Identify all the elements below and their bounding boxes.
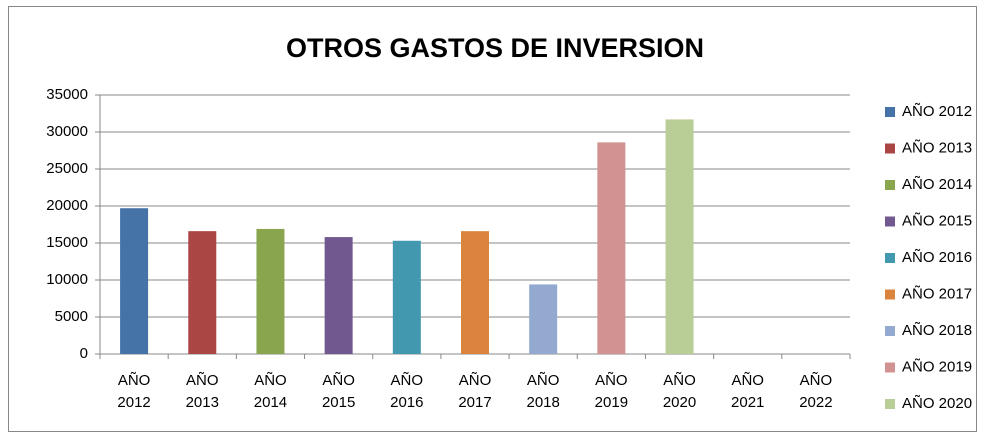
bar xyxy=(324,237,353,354)
bar xyxy=(188,231,217,354)
bar xyxy=(461,231,489,354)
bar xyxy=(256,228,285,354)
x-tick-label: AÑO 2016 xyxy=(390,372,424,411)
x-tick-label: AÑO 2018 xyxy=(526,372,560,411)
legend-label: AÑO 2018 xyxy=(902,322,972,339)
x-tick-label: AÑO 2012 xyxy=(117,372,151,411)
y-tick-label: 15000 xyxy=(46,234,88,251)
legend-swatch xyxy=(885,399,895,409)
y-tick-label: 25000 xyxy=(46,160,88,177)
chart-border xyxy=(8,6,977,432)
chart-title: OTROS GASTOS DE INVERSION xyxy=(286,33,704,63)
legend-swatch xyxy=(885,289,895,300)
y-tick-label: 20000 xyxy=(46,197,88,214)
x-tick-label: AÑO 2021 xyxy=(731,372,765,411)
legend-label: AÑO 2012 xyxy=(902,103,972,120)
bar xyxy=(529,284,558,354)
legend-label: AÑO 2013 xyxy=(902,139,972,156)
bar xyxy=(120,208,149,354)
x-tick-label: AÑO 2017 xyxy=(458,372,492,411)
x-tick-label: AÑO 2020 xyxy=(662,372,697,411)
legend-label: AÑO 2017 xyxy=(902,285,972,302)
legend-swatch xyxy=(885,362,895,373)
y-tick-label: 30000 xyxy=(46,123,88,140)
bar xyxy=(665,119,694,354)
y-tick-label: 0 xyxy=(80,345,88,362)
bar xyxy=(597,142,626,354)
x-tick-label: AÑO 2013 xyxy=(185,372,219,411)
legend-swatch xyxy=(885,107,895,117)
legend-label: AÑO 2016 xyxy=(902,249,972,266)
legend-swatch xyxy=(885,180,895,190)
legend-swatch xyxy=(885,326,895,336)
legend-swatch xyxy=(885,216,895,227)
y-tick-label: 35000 xyxy=(46,86,88,103)
legend-swatch xyxy=(885,143,895,154)
legend-label: AÑO 2014 xyxy=(902,176,972,193)
legend-label: AÑO 2015 xyxy=(902,212,972,229)
legend-label: AÑO 2019 xyxy=(902,358,972,375)
bar xyxy=(392,240,421,354)
x-tick-label: AÑO 2022 xyxy=(799,372,833,411)
y-tick-label: 5000 xyxy=(55,308,88,325)
x-tick-label: AÑO 2015 xyxy=(321,372,356,411)
x-tick-label: AÑO 2019 xyxy=(594,372,629,411)
legend-swatch xyxy=(885,253,895,263)
y-tick-label: 10000 xyxy=(46,271,88,288)
legend-label: AÑO 2020 xyxy=(902,395,972,412)
x-tick-label: AÑO 2014 xyxy=(253,372,288,411)
